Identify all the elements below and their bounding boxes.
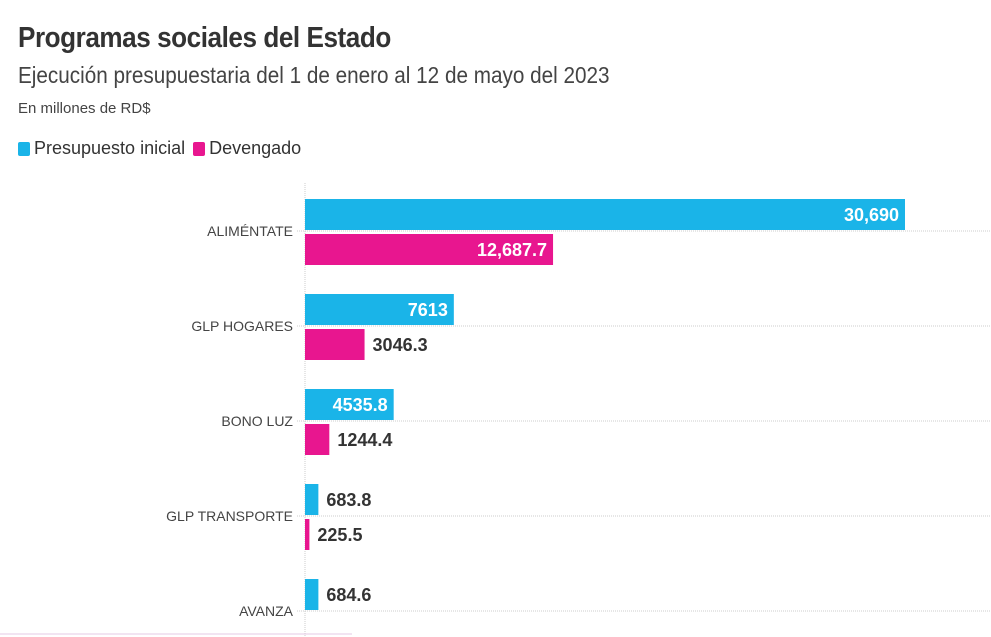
bar bbox=[305, 294, 454, 325]
bar bbox=[305, 199, 905, 230]
bar bbox=[305, 329, 365, 360]
data-label: 4535.8 bbox=[333, 395, 388, 415]
chart-unit-note: En millones de RD$ bbox=[18, 100, 151, 117]
legend-item-devengado: Devengado bbox=[193, 138, 301, 159]
bar bbox=[305, 484, 319, 515]
bar bbox=[305, 424, 330, 455]
data-label: 7613 bbox=[408, 300, 448, 320]
category-label: GLP TRANSPORTE bbox=[166, 508, 293, 524]
legend-label: Presupuesto inicial bbox=[34, 138, 186, 158]
bar bbox=[305, 519, 310, 550]
data-label: 684.6 bbox=[326, 585, 371, 605]
bar bbox=[305, 389, 394, 420]
bar bbox=[305, 579, 319, 610]
legend-label: Devengado bbox=[209, 138, 302, 158]
category-label: ALIMÉNTATE bbox=[207, 223, 293, 239]
legend-item-presupuesto: Presupuesto inicial bbox=[18, 138, 185, 159]
data-label: 683.8 bbox=[326, 490, 371, 510]
data-label: 12,687.7 bbox=[477, 240, 547, 260]
legend-swatch bbox=[193, 141, 206, 156]
category-label: BONO LUZ bbox=[221, 413, 293, 429]
category-label: AVANZA bbox=[239, 603, 294, 619]
bar bbox=[305, 234, 554, 265]
category-label: GLP HOGARES bbox=[191, 318, 293, 334]
data-label: 1244.4 bbox=[337, 430, 392, 450]
legend-swatch bbox=[18, 141, 30, 156]
legend: Presupuesto inicial Devengado bbox=[18, 138, 301, 159]
chart-subtitle: Ejecución presupuestaria del 1 de enero … bbox=[18, 62, 610, 88]
data-label: 3046.3 bbox=[373, 335, 428, 355]
data-label: 225.5 bbox=[317, 525, 362, 545]
data-label: 30,690 bbox=[844, 205, 899, 225]
chart-title: Programas sociales del Estado bbox=[18, 22, 391, 54]
